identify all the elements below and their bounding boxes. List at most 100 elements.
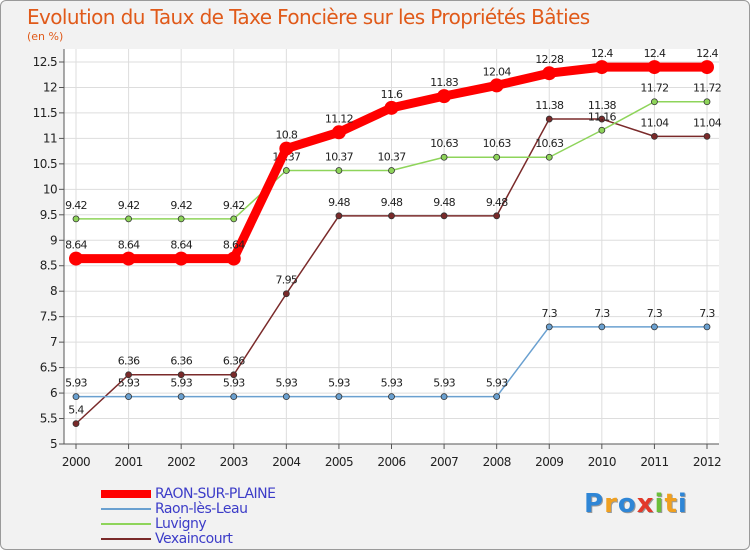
x-tick-label: 2010 [588,455,616,469]
data-point-raon-les-leau [125,393,132,401]
data-label-raon-sur-plaine: 8.64 [118,239,140,252]
data-point-luvigny [598,126,606,134]
x-tick-label: 2005 [325,455,353,469]
data-point-luvigny [125,215,132,223]
y-tick-label: 11.5 [33,106,57,120]
x-tick-label: 2000 [62,455,90,469]
data-label-raon-les-leau: 5.93 [65,377,87,390]
data-label-vexaincourt: 9.48 [486,196,508,209]
logo-letter: o [617,489,637,519]
data-point-vexaincourt [493,212,501,220]
y-tick-label: 8.5 [40,259,57,273]
data-point-raon-les-leau [388,393,395,401]
data-label-raon-les-leau: 7.3 [594,307,610,320]
data-label-luvigny: 11.16 [588,110,617,123]
data-point-vexaincourt [440,212,448,220]
x-tick-label: 2011 [640,455,668,469]
y-tick-label: 6.5 [40,361,57,375]
y-axis-unit-label: (en %) [27,30,64,43]
data-label-luvigny: 10.63 [535,137,564,150]
proxiti-logo: Proxiti [584,489,688,519]
data-point-raon-les-leau [282,393,290,401]
y-tick-label: 12 [43,80,57,94]
data-point-vexaincourt [282,290,290,298]
x-tick-label: 2003 [220,455,248,469]
data-label-vexaincourt: 9.48 [328,196,350,209]
y-tick-label: 7.5 [40,310,57,324]
data-label-raon-sur-plaine: 12.4 [696,47,718,60]
data-point-raon-les-leau [598,323,606,331]
legend-label-raon-sur-plaine: RAON-SUR-PLAINE [155,485,276,502]
data-label-vexaincourt: 11.38 [588,99,617,112]
legend-item-raon-sur-plaine: RAON-SUR-PLAINE [101,485,276,502]
x-tick-label: 2008 [483,455,511,469]
y-tick-label: 10 [43,182,57,196]
data-point-vexaincourt [230,371,238,379]
y-tick-label: 11 [43,131,57,145]
data-point-raon-sur-plaine [542,66,557,81]
data-label-raon-sur-plaine: 10.8 [275,129,297,142]
data-point-vexaincourt [177,371,185,379]
data-label-vexaincourt: 6.36 [118,355,140,368]
chart-title: Evolution du Taux de Taxe Foncière sur l… [27,5,590,29]
data-label-raon-les-leau: 5.93 [486,377,508,390]
data-point-raon-sur-plaine [69,251,83,266]
data-label-raon-sur-plaine: 12.4 [591,47,613,60]
data-point-vexaincourt [125,371,132,379]
data-label-raon-sur-plaine: 8.64 [65,239,87,252]
legend-item-luvigny: Luvigny [101,516,275,532]
y-tick-label: 5 [50,437,57,451]
data-label-raon-les-leau: 5.93 [275,377,297,390]
data-point-raon-les-leau [545,323,553,331]
data-point-raon-sur-plaine [121,251,136,266]
data-label-luvigny: 10.63 [483,137,512,150]
data-point-vexaincourt [72,420,80,428]
data-point-raon-sur-plaine [279,141,294,156]
y-tick-label: 10.5 [33,157,57,171]
data-point-luvigny [545,153,553,161]
data-point-vexaincourt [651,132,658,140]
data-label-raon-sur-plaine: 11.12 [325,112,353,125]
data-label-raon-les-leau: 5.93 [223,377,245,390]
data-label-vexaincourt: 6.36 [223,355,245,368]
data-point-raon-sur-plaine [226,251,241,266]
x-tick-label: 2004 [272,455,300,469]
data-label-vexaincourt: 11.38 [535,99,564,112]
x-tick-label: 2002 [167,455,195,469]
legend-label-raon-les-leau: Raon-lès-Leau [155,500,248,517]
data-point-luvigny [230,215,238,223]
data-point-raon-sur-plaine [384,100,399,115]
data-label-luvigny: 9.42 [223,199,245,212]
data-point-raon-les-leau [703,323,711,331]
data-point-vexaincourt [703,132,711,140]
data-point-raon-les-leau [230,393,238,401]
data-label-raon-sur-plaine: 12.28 [535,53,564,66]
y-tick-label: 8 [50,284,57,298]
data-point-vexaincourt [388,212,395,220]
data-label-raon-les-leau: 5.93 [328,377,350,390]
y-tick-label: 9.5 [40,208,57,222]
data-point-luvigny [177,215,185,223]
data-point-raon-sur-plaine [594,60,609,75]
legend-swatch-vexaincourt [101,537,151,540]
data-point-luvigny [440,153,448,161]
data-label-raon-les-leau: 7.3 [699,307,715,320]
logo-letter: i [654,489,665,519]
data-point-raon-les-leau [72,393,80,401]
data-label-vexaincourt: 7.95 [275,274,297,287]
data-label-raon-les-leau: 5.93 [170,377,192,390]
data-label-raon-sur-plaine: 12.4 [644,47,666,60]
data-label-vexaincourt: 9.48 [381,196,403,209]
data-label-raon-les-leau: 5.93 [118,377,140,390]
data-label-luvigny: 10.37 [325,150,354,163]
data-label-raon-sur-plaine: 12.04 [483,65,512,78]
data-point-luvigny [493,153,501,161]
data-point-raon-sur-plaine [331,125,346,140]
legend-item-raon-les-leau: Raon-lès-Leau [101,500,275,517]
data-point-luvigny [703,98,711,106]
data-label-luvigny: 9.42 [65,199,87,212]
data-label-vexaincourt: 11.04 [640,116,669,129]
data-point-vexaincourt [545,115,553,123]
y-tick-label: 6 [50,386,57,400]
